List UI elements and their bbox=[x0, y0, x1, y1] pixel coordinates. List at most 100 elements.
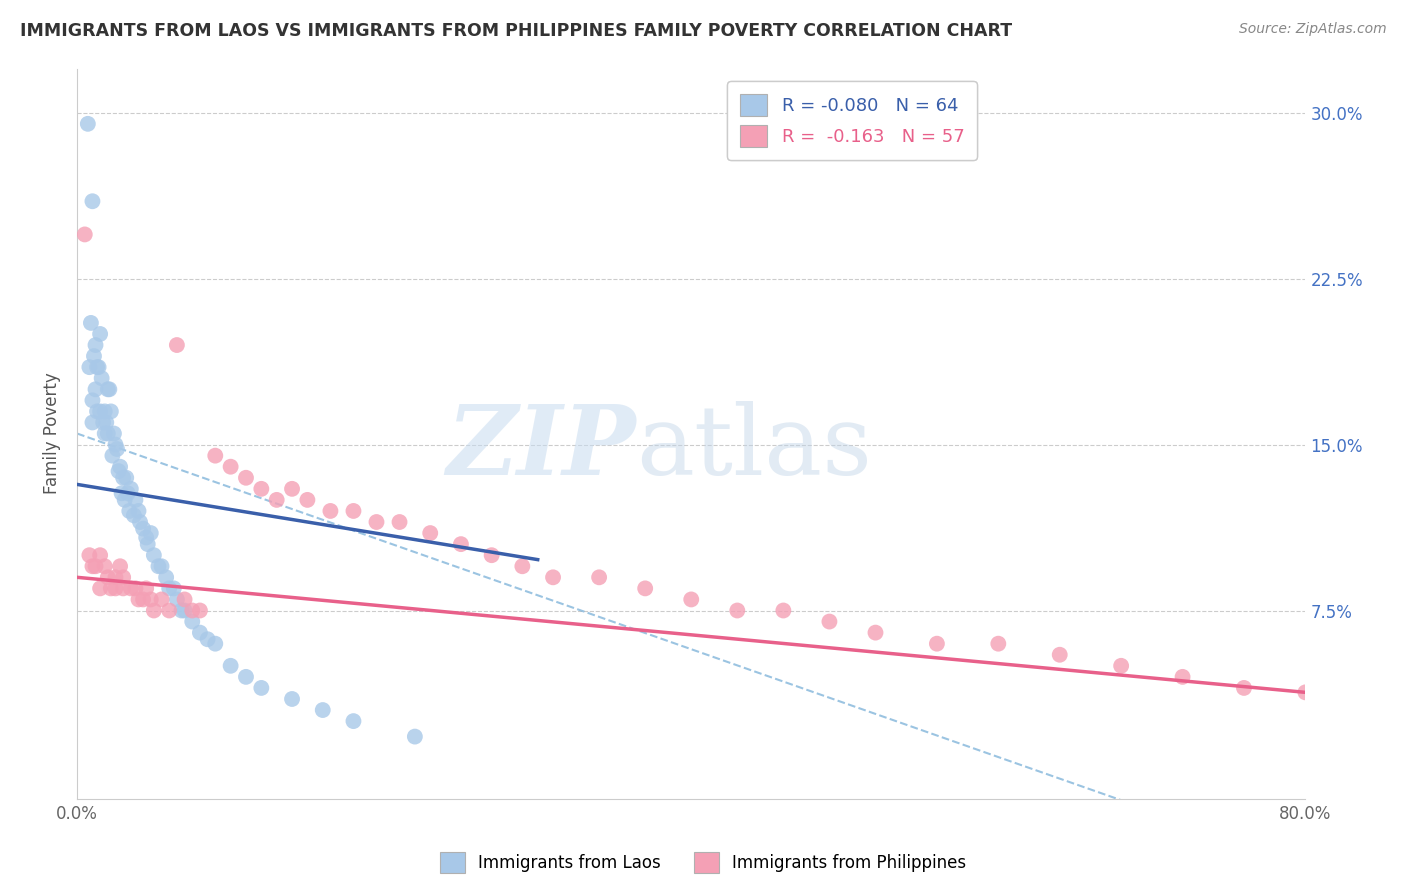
Point bbox=[297, 492, 319, 507]
Point bbox=[219, 658, 242, 673]
Point bbox=[115, 471, 138, 485]
Point bbox=[135, 531, 157, 545]
Legend: Immigrants from Laos, Immigrants from Philippines: Immigrants from Laos, Immigrants from Ph… bbox=[433, 846, 973, 880]
Point bbox=[342, 714, 364, 728]
Point bbox=[124, 492, 146, 507]
Point bbox=[91, 416, 114, 430]
Point bbox=[419, 526, 441, 541]
Text: Source: ZipAtlas.com: Source: ZipAtlas.com bbox=[1239, 22, 1386, 37]
Point bbox=[135, 582, 157, 596]
Point bbox=[818, 615, 841, 629]
Point bbox=[112, 471, 135, 485]
Point bbox=[97, 570, 120, 584]
Point bbox=[118, 504, 141, 518]
Point bbox=[1109, 658, 1132, 673]
Point bbox=[681, 592, 703, 607]
Point bbox=[157, 582, 180, 596]
Point bbox=[1233, 681, 1256, 695]
Point bbox=[117, 486, 139, 500]
Point bbox=[250, 681, 273, 695]
Point bbox=[82, 393, 104, 408]
Point bbox=[142, 548, 165, 562]
Point bbox=[1049, 648, 1071, 662]
Point bbox=[86, 404, 108, 418]
Point bbox=[132, 592, 155, 607]
Point bbox=[1171, 670, 1194, 684]
Point bbox=[80, 316, 103, 330]
Point bbox=[281, 482, 304, 496]
Point bbox=[366, 515, 388, 529]
Point bbox=[104, 570, 127, 584]
Point bbox=[103, 426, 125, 441]
Point bbox=[105, 442, 128, 456]
Point bbox=[89, 582, 111, 596]
Point bbox=[120, 582, 142, 596]
Text: IMMIGRANTS FROM LAOS VS IMMIGRANTS FROM PHILIPPINES FAMILY POVERTY CORRELATION C: IMMIGRANTS FROM LAOS VS IMMIGRANTS FROM … bbox=[20, 22, 1012, 40]
Point bbox=[82, 194, 104, 209]
Point bbox=[86, 360, 108, 375]
Point bbox=[150, 592, 173, 607]
Point bbox=[108, 459, 131, 474]
Point bbox=[1294, 685, 1316, 699]
Point bbox=[166, 338, 188, 352]
Point bbox=[124, 582, 146, 596]
Point bbox=[204, 449, 226, 463]
Point bbox=[136, 537, 159, 551]
Point bbox=[84, 559, 107, 574]
Point bbox=[128, 504, 150, 518]
Point bbox=[122, 508, 145, 523]
Point bbox=[100, 582, 122, 596]
Point bbox=[188, 603, 211, 617]
Point bbox=[97, 382, 120, 396]
Point bbox=[319, 504, 342, 518]
Point bbox=[404, 730, 426, 744]
Point bbox=[82, 559, 104, 574]
Point bbox=[166, 592, 188, 607]
Point bbox=[634, 582, 657, 596]
Legend: R = -0.080   N = 64, R =  -0.163   N = 57: R = -0.080 N = 64, R = -0.163 N = 57 bbox=[727, 81, 977, 160]
Point bbox=[235, 670, 257, 684]
Point bbox=[163, 582, 186, 596]
Point bbox=[188, 625, 211, 640]
Text: ZIP: ZIP bbox=[446, 401, 636, 495]
Text: atlas: atlas bbox=[636, 401, 872, 495]
Point bbox=[150, 559, 173, 574]
Y-axis label: Family Poverty: Family Poverty bbox=[44, 373, 60, 494]
Point bbox=[481, 548, 503, 562]
Point bbox=[342, 504, 364, 518]
Point bbox=[139, 592, 162, 607]
Point bbox=[725, 603, 748, 617]
Point bbox=[173, 592, 195, 607]
Point bbox=[79, 548, 101, 562]
Point bbox=[250, 482, 273, 496]
Point bbox=[181, 615, 204, 629]
Point bbox=[925, 637, 948, 651]
Point bbox=[104, 582, 127, 596]
Point bbox=[93, 559, 115, 574]
Point bbox=[84, 338, 107, 352]
Point bbox=[772, 603, 794, 617]
Point bbox=[83, 349, 105, 363]
Point bbox=[112, 570, 135, 584]
Point bbox=[73, 227, 96, 242]
Point bbox=[79, 360, 101, 375]
Point bbox=[312, 703, 335, 717]
Point bbox=[281, 692, 304, 706]
Point bbox=[93, 404, 115, 418]
Point bbox=[82, 416, 104, 430]
Point bbox=[204, 637, 226, 651]
Point bbox=[107, 464, 129, 478]
Point bbox=[388, 515, 411, 529]
Point bbox=[100, 404, 122, 418]
Point bbox=[987, 637, 1010, 651]
Point bbox=[219, 459, 242, 474]
Point bbox=[89, 326, 111, 341]
Point bbox=[89, 548, 111, 562]
Point bbox=[157, 603, 180, 617]
Point bbox=[97, 426, 120, 441]
Point bbox=[110, 486, 132, 500]
Point bbox=[266, 492, 288, 507]
Point bbox=[89, 404, 111, 418]
Point bbox=[450, 537, 472, 551]
Point bbox=[588, 570, 610, 584]
